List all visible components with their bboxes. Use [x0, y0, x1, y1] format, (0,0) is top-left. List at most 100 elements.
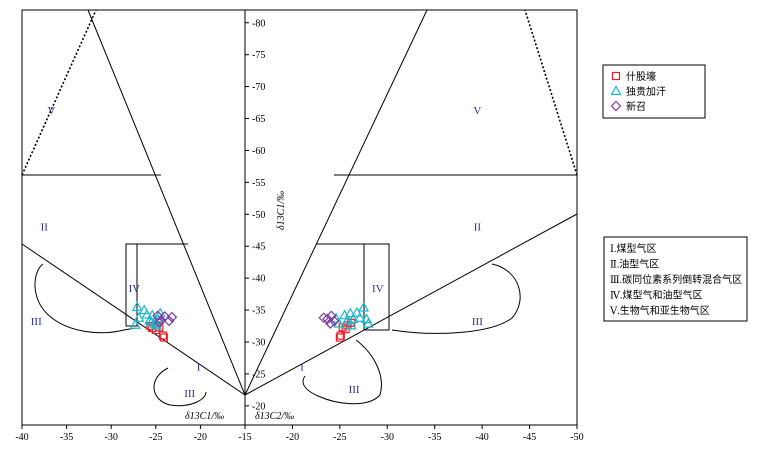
- data-point: [166, 311, 178, 323]
- region-label: III: [184, 388, 195, 400]
- data-point: [151, 319, 163, 330]
- x-axis-title-left: δ13C1/‰: [185, 411, 224, 422]
- data-point: [336, 331, 345, 340]
- bio-boundary-right-dashed: [524, 9, 578, 176]
- zone-legend-entries: Ⅰ.煤型气区 Ⅱ.油型气区 Ⅲ.碳同位素系列倒转混合气区 Ⅳ.煤型气和油型气区 Ⅴ.生物…: [609, 242, 742, 317]
- data-point: [129, 319, 141, 329]
- data-point: [163, 315, 175, 327]
- data-point: [347, 313, 359, 324]
- zone-legend-item: Ⅴ.生物气和亚生物气区: [609, 304, 710, 317]
- data-point: [158, 331, 168, 340]
- data-point: [138, 304, 150, 315]
- region-label: I: [197, 362, 201, 374]
- region-label: IV: [372, 283, 384, 295]
- y-tick-label: -55: [252, 178, 265, 189]
- x-tick-label: -20: [286, 432, 299, 443]
- data-point: [133, 312, 145, 322]
- boundary-line-right-steep: [244, 9, 428, 396]
- zone-legend-item: Ⅲ.碳同位素系列倒转混合气区: [610, 273, 742, 286]
- y-tick-label: -25: [252, 369, 265, 380]
- region-label: III: [349, 384, 360, 396]
- region-label: IV: [129, 283, 141, 295]
- region-label: I: [300, 362, 304, 374]
- region-label: II: [41, 221, 49, 233]
- x-tick-label: -25: [333, 432, 346, 443]
- legend-marker: [611, 71, 621, 81]
- data-point: [344, 307, 356, 318]
- x-tick-label: -30: [381, 432, 394, 443]
- y-tick-label: -45: [252, 242, 265, 253]
- y-tick-label: -75: [252, 50, 265, 61]
- data-point: [131, 301, 143, 311]
- data-point: [318, 312, 330, 324]
- x-tick-label: -30: [105, 432, 118, 443]
- y-axis-title: δ13C1/‰: [276, 191, 287, 230]
- data-point: [141, 308, 153, 319]
- region-label: III: [472, 316, 483, 328]
- legend-marker: [610, 100, 622, 112]
- data-point: [345, 319, 357, 330]
- boundary-line-left-main: [21, 243, 246, 396]
- x-tick-label: -45: [523, 432, 536, 443]
- data-point: [362, 317, 374, 328]
- data-point: [149, 317, 161, 328]
- y-tick-label: -60: [252, 146, 265, 157]
- legend-label: 独贵加汗: [626, 85, 666, 98]
- y-tick-label: -65: [252, 114, 265, 125]
- series-diamond: [152, 310, 340, 329]
- y-tick-label: -50: [252, 210, 265, 221]
- data-point: [325, 318, 336, 329]
- data-point: [322, 313, 333, 325]
- data-point: [335, 333, 344, 342]
- zone-IV-box-left: [125, 243, 188, 326]
- data-point: [358, 301, 370, 312]
- zone-legend-item: Ⅱ.油型气区: [610, 258, 659, 271]
- y-tick-label: -20: [252, 401, 265, 412]
- data-points: [129, 301, 374, 342]
- classification-regions: [21, 9, 578, 407]
- x-tick-label: -35: [60, 432, 73, 443]
- zone-III-left-lower: [153, 367, 207, 407]
- x-tick-label: -35: [428, 432, 441, 443]
- zone-IV-box-right: [316, 243, 390, 331]
- plot-frame: [21, 9, 578, 426]
- boundary-line-left-steep: [87, 9, 246, 396]
- zone-legend-item: Ⅰ.煤型气区: [610, 242, 656, 255]
- legend-label: 新召: [626, 100, 646, 113]
- x-tick-label: -15: [238, 432, 251, 443]
- region-label: V: [47, 105, 55, 117]
- data-point: [144, 314, 156, 325]
- data-point: [154, 316, 165, 328]
- zone-legend-item: Ⅳ.煤型气和油型气区: [610, 289, 703, 302]
- y-tick-label: -70: [252, 82, 265, 93]
- region-label: III: [31, 316, 42, 328]
- region-label: V: [473, 105, 481, 117]
- x-tick-label: -50: [570, 432, 583, 443]
- axis-ticks: -40 -35 -30 -25 -20 -15 -20 -25 -30 -35 -40 -45 -50 -…: [15, 18, 583, 443]
- boundary-line-right-main: [244, 213, 578, 396]
- x-tick-label: -40: [15, 432, 28, 443]
- x-tick-label: -25: [149, 432, 162, 443]
- y-tick-label: -30: [252, 338, 265, 349]
- zone-III-left-upper: [34, 263, 136, 334]
- zone-III-right-lower: [302, 339, 382, 405]
- y-tick-label: -35: [252, 306, 265, 317]
- bio-boundary-left-dashed: [21, 9, 97, 176]
- zone-IV-box-left-inner: [126, 244, 138, 327]
- region-label: II: [474, 221, 482, 233]
- zone-legend: Ⅰ.煤型气区 Ⅱ.油型气区 Ⅲ.碳同位素系列倒转混合气区 Ⅳ.煤型气和油型气区 Ⅴ.生物…: [603, 236, 748, 322]
- data-point: [354, 312, 366, 322]
- x-tick-label: -40: [475, 432, 488, 443]
- x-axis-title-right: δ13C2/‰: [255, 411, 294, 422]
- data-point: [145, 316, 157, 327]
- data-point: [159, 333, 168, 342]
- x-tick-label: -20: [194, 432, 207, 443]
- zone-III-right-upper: [391, 263, 521, 334]
- data-point: [351, 306, 363, 317]
- y-tick-label: -80: [252, 18, 265, 29]
- legend-label: 什股壕: [626, 70, 656, 83]
